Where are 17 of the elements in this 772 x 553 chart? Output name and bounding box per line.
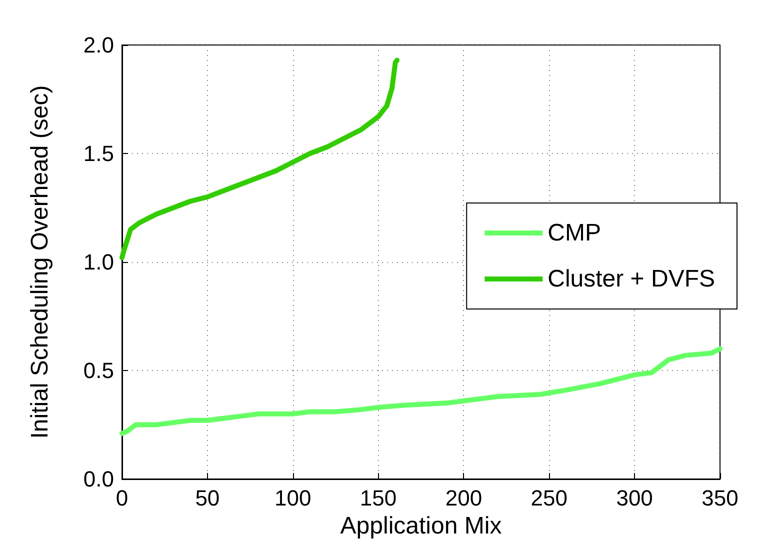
y-tick-label: 1.0 — [83, 250, 114, 274]
x-tick-label: 350 — [702, 486, 738, 510]
y-tick-label: 1.5 — [83, 141, 114, 166]
y-axis-title: Initial Scheduling Overhead (sec) — [26, 85, 54, 439]
x-tick-label: 150 — [360, 486, 397, 510]
x-tick-label: 100 — [274, 486, 312, 510]
x-tick-label: 0 — [116, 486, 128, 510]
legend-label: Cluster + DVFS — [548, 266, 716, 292]
x-tick-label: 200 — [445, 486, 482, 510]
y-tick-label: 0.5 — [83, 358, 114, 383]
y-tick-label: 0.0 — [83, 466, 114, 492]
x-tick-label: 50 — [195, 486, 220, 510]
y-tick-label: 2.0 — [83, 32, 114, 58]
x-tick-label: 300 — [616, 486, 653, 510]
legend-label: CMP — [548, 220, 601, 246]
x-axis-title: Application Mix — [340, 512, 502, 540]
x-tick-label: 250 — [530, 486, 568, 510]
